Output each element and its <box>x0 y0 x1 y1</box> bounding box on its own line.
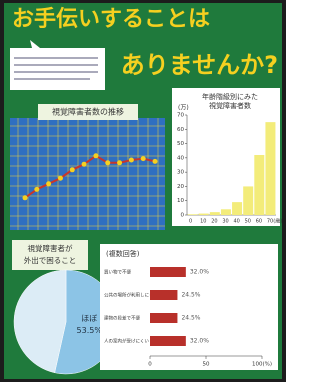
y-tick-label: 60 <box>177 127 184 133</box>
chart-title: 視覚障害者数 <box>209 101 251 110</box>
x-tick-label: 50 <box>245 219 251 225</box>
bar <box>150 313 177 323</box>
bar <box>199 214 209 215</box>
data-point <box>93 153 98 158</box>
value-label: 53.5% <box>77 326 103 335</box>
data-point <box>70 167 75 172</box>
value-label: 24.5% <box>181 292 200 299</box>
y-tick-label: 40 <box>177 155 184 161</box>
poster: お手伝いすることは ありませんか? 視覚障害者数の推移年齢階級別にみた視覚障害者… <box>0 0 286 382</box>
x-tick-label: 100(%) <box>252 362 272 368</box>
data-point <box>105 160 110 165</box>
chart-title: 年齢階級別にみた <box>202 92 258 101</box>
data-point <box>58 176 63 181</box>
y-tick-label: 50 <box>177 141 184 147</box>
x-tick-label: 50 <box>203 362 210 368</box>
x-tick-label: 0 <box>189 219 192 225</box>
x-tick-label: 0 <box>148 362 152 368</box>
data-point <box>153 159 158 164</box>
x-tick-label: 30 <box>222 219 228 225</box>
y-tick-label: 30 <box>177 170 184 176</box>
chart-title: (複数回答) <box>106 249 140 258</box>
category-label: 買い物で不便 <box>104 269 131 276</box>
x-tick-label: 20 <box>211 219 217 225</box>
bar <box>150 267 186 277</box>
bar <box>150 336 186 346</box>
bar <box>150 290 177 300</box>
value-label: 24.5% <box>181 315 200 322</box>
bar <box>254 155 264 215</box>
bar <box>188 214 198 215</box>
y-tick-label: 70 <box>177 113 184 119</box>
title-line-1: お手伝いすることは <box>12 7 210 32</box>
data-point <box>46 181 51 186</box>
title-line-2: ありませんか? <box>121 51 278 79</box>
page: お手伝いすることは ありませんか? 視覚障害者数の推移年齢階級別にみた視覚障害者… <box>0 0 320 382</box>
y-axis-label: (万) <box>178 105 189 112</box>
bar <box>243 186 253 215</box>
data-point <box>23 195 28 200</box>
category-label: 建物の段差で不便 <box>104 315 140 322</box>
value-label: 32.0% <box>190 338 209 345</box>
chart-title: 外出で困ること <box>24 255 77 265</box>
chart-title: 視覚障害者が <box>28 243 73 253</box>
data-point <box>34 187 39 192</box>
data-point <box>82 162 87 167</box>
chart-panel <box>100 244 278 370</box>
category-label: 人の案内が受けにくい <box>104 338 149 345</box>
bar <box>210 212 220 215</box>
chart-title: 視覚障害者数の推移 <box>52 107 124 117</box>
x-tick-label: 70(歳) <box>267 218 282 225</box>
y-tick-label: 0 <box>181 213 185 219</box>
bar <box>232 202 242 215</box>
bar <box>265 122 275 215</box>
value-label: 32.0% <box>190 269 209 276</box>
slice-label: ほぼ <box>81 314 97 323</box>
bar <box>221 209 231 215</box>
data-point <box>141 156 146 161</box>
data-point <box>129 158 134 163</box>
y-tick-label: 10 <box>177 198 184 204</box>
x-tick-label: 60 <box>256 219 262 225</box>
y-tick-label: 20 <box>177 184 184 190</box>
x-tick-label: 40 <box>234 219 240 225</box>
x-tick-label: 10 <box>200 219 206 225</box>
data-point <box>117 160 122 165</box>
plot-panel <box>10 118 165 230</box>
